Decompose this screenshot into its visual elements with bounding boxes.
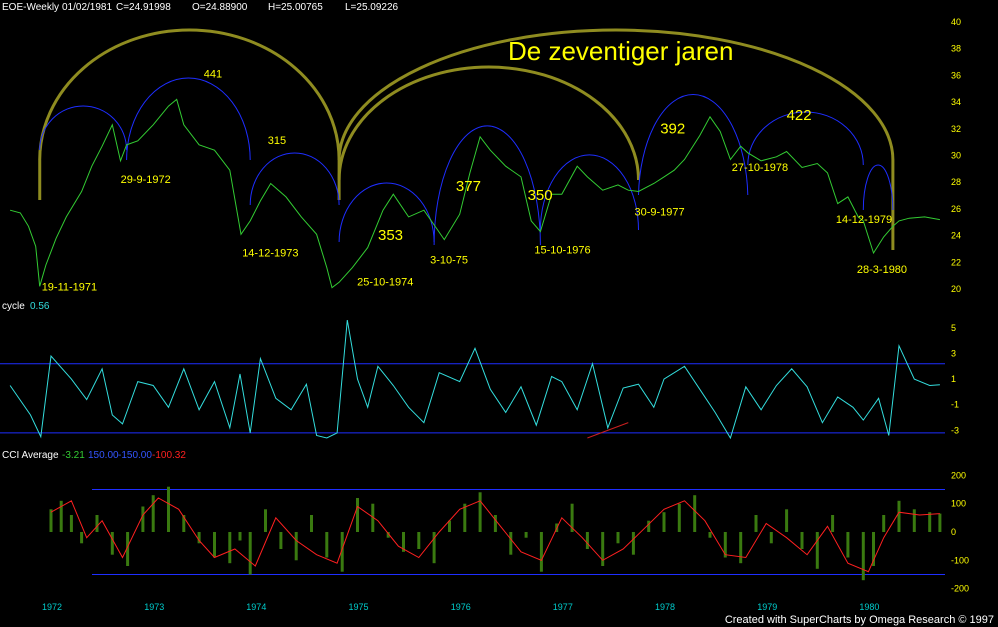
price-y-tick: 28 (951, 177, 961, 187)
small-cycle-arcs (39, 77, 894, 246)
price-y-tick: 20 (951, 284, 961, 294)
price-y-tick: 24 (951, 231, 961, 241)
price-annotation: 19-11-1971 (42, 281, 97, 293)
cci-y-tick: 200 (951, 470, 966, 480)
price-y-tick: 26 (951, 204, 961, 214)
x-tick-label: 1979 (757, 602, 777, 612)
x-tick-label: 1980 (859, 602, 879, 612)
cycle-value: 0.56 (30, 301, 50, 312)
cycle-label: cycle (2, 301, 25, 312)
header-date: 01/02/1981 (62, 2, 112, 13)
big-cycle-arc (337, 65, 640, 181)
x-tick-label: 1978 (655, 602, 675, 612)
cci-average-line (50, 497, 940, 573)
cycle-trendline (587, 422, 629, 439)
price-annotation: 392 (660, 121, 685, 138)
price-line (9, 98, 940, 289)
cci-bands (92, 489, 945, 575)
cci-y-tick: 100 (951, 499, 966, 509)
x-tick-label: 1973 (144, 602, 164, 612)
small-cycle-arc (747, 111, 864, 166)
cycle-line (9, 320, 940, 440)
price-y-tick: 36 (951, 70, 961, 80)
price-annotation: 3-10-75 (430, 255, 468, 267)
x-tick-label: 1972 (42, 602, 62, 612)
header-high: H=25.00765 (268, 2, 323, 13)
cci-value-1: -3.21 (62, 450, 85, 461)
small-cycle-arc (433, 125, 541, 246)
price-annotation: 25-10-1974 (357, 277, 413, 289)
price-y-tick: 30 (951, 151, 961, 161)
price-annotation: 422 (787, 107, 812, 124)
header-low: L=25.09226 (345, 2, 399, 13)
cci-y-axis: -200 -100 0 100 200 (951, 470, 969, 593)
footer-credit: Created with SuperCharts by Omega Resear… (724, 614, 994, 626)
x-axis: 1972 1973 1974 1975 1976 1977 1978 1979 1980 (42, 602, 879, 612)
price-annotation: 315 (268, 135, 286, 147)
price-annotation: 14-12-1979 (836, 214, 892, 226)
cci-y-tick: -200 (951, 584, 969, 594)
big-cycle-arc (38, 28, 341, 161)
cycle-y-axis: -3 -1 1 3 5 (951, 323, 959, 436)
cci-value-4: -100.32 (152, 450, 186, 461)
price-y-tick: 34 (951, 97, 961, 107)
cycle-y-tick: -3 (951, 425, 959, 435)
price-annotations: 19-11-1971 29-9-1972 441 14-12-1973 315 25-10… (42, 68, 907, 293)
price-y-tick: 40 (951, 17, 961, 27)
price-annotation: 27-10-1978 (732, 162, 788, 174)
cci-y-tick: -100 (951, 555, 969, 565)
cycle-y-tick: 5 (951, 323, 956, 333)
cci-value-3: -150.00 (118, 450, 152, 461)
price-annotation: 353 (378, 227, 403, 244)
cci-histogram (49, 486, 942, 581)
cycle-y-tick: 1 (951, 374, 956, 384)
big-cycle-arc (337, 28, 895, 161)
chart-title: De zeventiger jaren (508, 36, 733, 66)
big-cycle-arcs (38, 28, 895, 250)
small-cycle-arc (638, 93, 749, 196)
cycle-bands (0, 363, 945, 434)
cci-panel: CCI Average -3.21 150.00 -150.00 -100.32… (2, 450, 969, 594)
price-y-tick: 38 (951, 44, 961, 54)
header-symbol: EOE-Weekly (2, 2, 59, 13)
price-annotation: 441 (204, 68, 222, 80)
small-cycle-arc (338, 182, 435, 243)
header-open: O=24.88900 (192, 2, 248, 13)
price-panel: 19-11-1971 29-9-1972 441 14-12-1973 315 25-10… (9, 17, 961, 294)
small-cycle-arc (539, 154, 639, 231)
price-y-tick: 32 (951, 124, 961, 134)
small-cycle-arc (126, 77, 251, 161)
cycle-panel: cycle 0.56 -3 -1 1 3 5 (0, 301, 959, 440)
x-tick-label: 1974 (246, 602, 266, 612)
price-annotation: 28-3-1980 (857, 264, 907, 276)
small-cycle-arc (39, 105, 128, 151)
small-cycle-arc (249, 152, 340, 206)
cci-value-2: 150.00 (88, 450, 119, 461)
price-annotation: 14-12-1973 (242, 247, 298, 259)
small-cycle-arc (862, 164, 894, 211)
cci-label: CCI Average (2, 450, 59, 461)
cycle-y-tick: 3 (951, 348, 956, 358)
price-annotation: 15-10-1976 (534, 245, 590, 257)
cci-y-tick: 0 (951, 527, 956, 537)
x-tick-label: 1976 (451, 602, 471, 612)
price-y-axis: 20 22 24 26 28 30 32 34 36 38 40 (951, 17, 961, 294)
x-tick-label: 1977 (553, 602, 573, 612)
price-y-tick: 22 (951, 257, 961, 267)
price-annotation: 30-9-1977 (635, 207, 685, 219)
price-annotation: 350 (528, 187, 553, 204)
header-close: C=24.91998 (116, 2, 171, 13)
price-annotation: 377 (456, 178, 481, 195)
cycle-y-tick: -1 (951, 400, 959, 410)
x-tick-label: 1975 (349, 602, 369, 612)
price-annotation: 29-9-1972 (121, 174, 171, 186)
